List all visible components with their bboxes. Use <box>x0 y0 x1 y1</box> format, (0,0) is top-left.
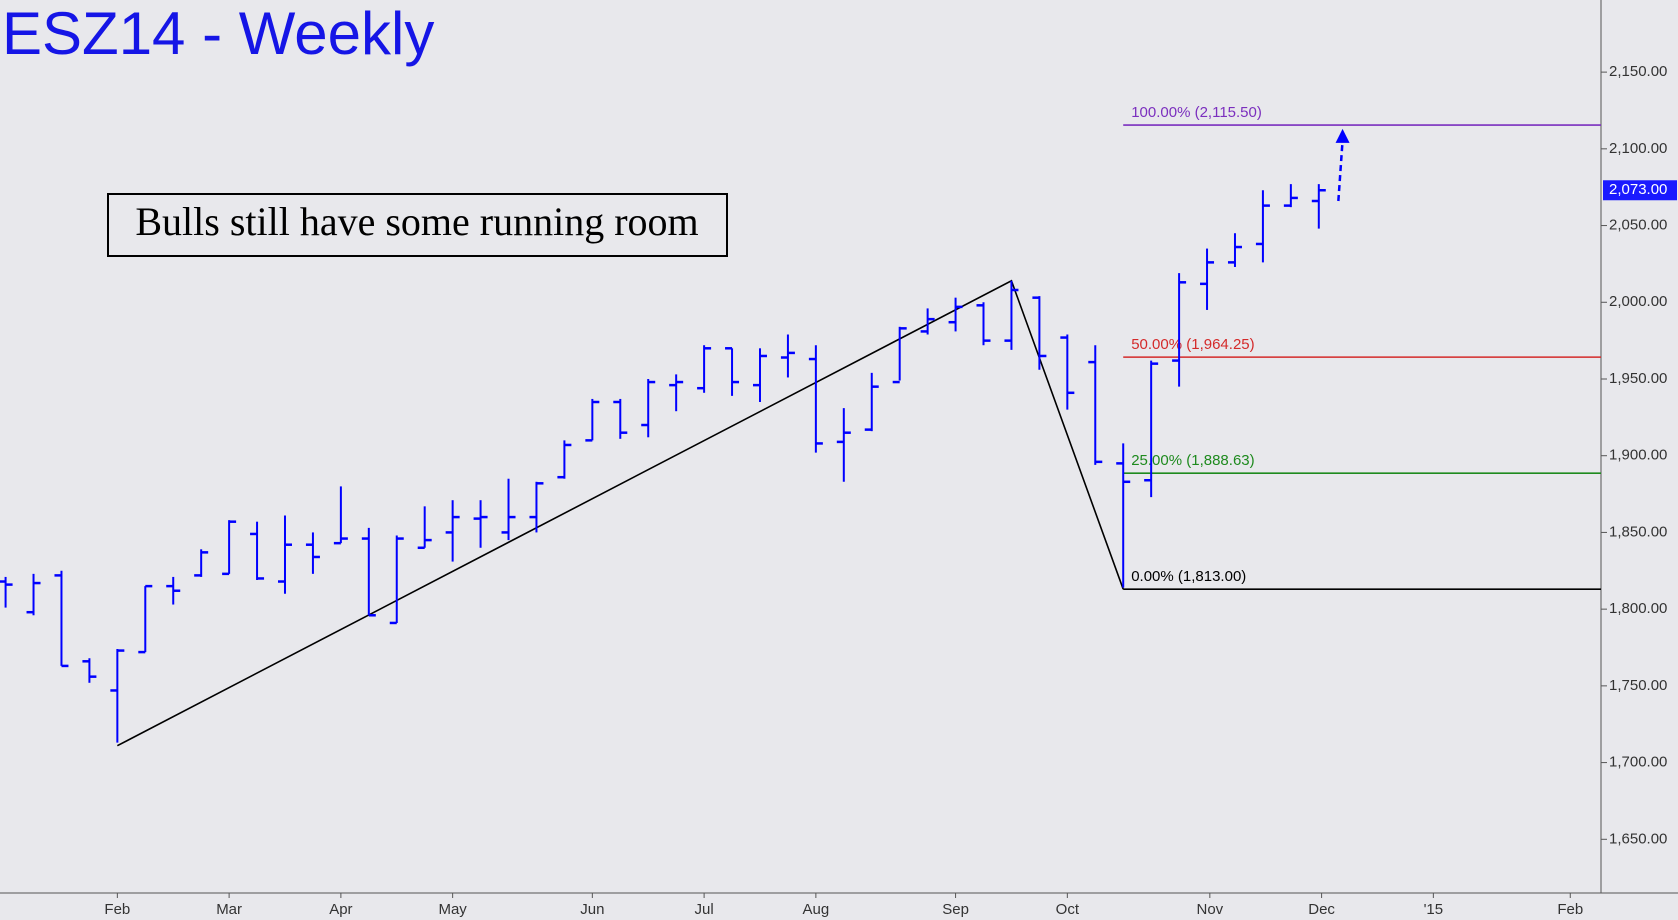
y-tick-label: 1,850.00 <box>1609 523 1667 540</box>
y-tick-label: 1,700.00 <box>1609 754 1667 771</box>
y-tick-label: 2,150.00 <box>1609 63 1667 80</box>
arrow-head <box>1335 128 1350 143</box>
annotation-box <box>107 193 728 257</box>
x-tick-label: Aug <box>803 901 830 918</box>
y-tick-label: 1,800.00 <box>1609 600 1667 617</box>
x-tick-label: Apr <box>329 901 352 918</box>
x-tick-label: Oct <box>1056 901 1080 918</box>
fib-label: 50.00% (1,964.25) <box>1131 336 1254 353</box>
x-tick-label: Mar <box>216 901 242 918</box>
annotation: Bulls still have some running room <box>135 199 698 244</box>
y-tick-label: 1,900.00 <box>1609 447 1667 464</box>
chart-title: ESZ14 - Weekly <box>2 0 434 67</box>
price-tag <box>1603 180 1677 201</box>
y-tick-label: 2,000.00 <box>1609 293 1667 310</box>
x-tick-label: May <box>438 901 467 918</box>
x-tick-label: Sep <box>942 901 969 918</box>
x-tick-label: Feb <box>104 901 130 918</box>
y-tick-label: 2,050.00 <box>1609 217 1667 234</box>
fib-label: 100.00% (2,115.50) <box>1131 104 1262 121</box>
y-tick-label: 1,650.00 <box>1609 830 1667 847</box>
x-tick-label: Jun <box>580 901 604 918</box>
y-tick-label: 1,950.00 <box>1609 370 1667 387</box>
price-tag-label: 2,073.00 <box>1609 181 1667 198</box>
arrow-shaft <box>1337 140 1344 202</box>
y-tick-label: 1,750.00 <box>1609 677 1667 694</box>
x-tick-label: Feb <box>1557 901 1583 918</box>
x-tick-label: Jul <box>695 901 714 918</box>
x-tick-label: Nov <box>1196 901 1223 918</box>
fib-label: 25.00% (1,888.63) <box>1131 452 1254 469</box>
y-tick-label: 2,100.00 <box>1609 140 1667 157</box>
x-tick-label: Dec <box>1308 901 1335 918</box>
fib-label: 0.00% (1,813.00) <box>1131 568 1246 585</box>
x-tick-label: '15 <box>1424 901 1444 918</box>
